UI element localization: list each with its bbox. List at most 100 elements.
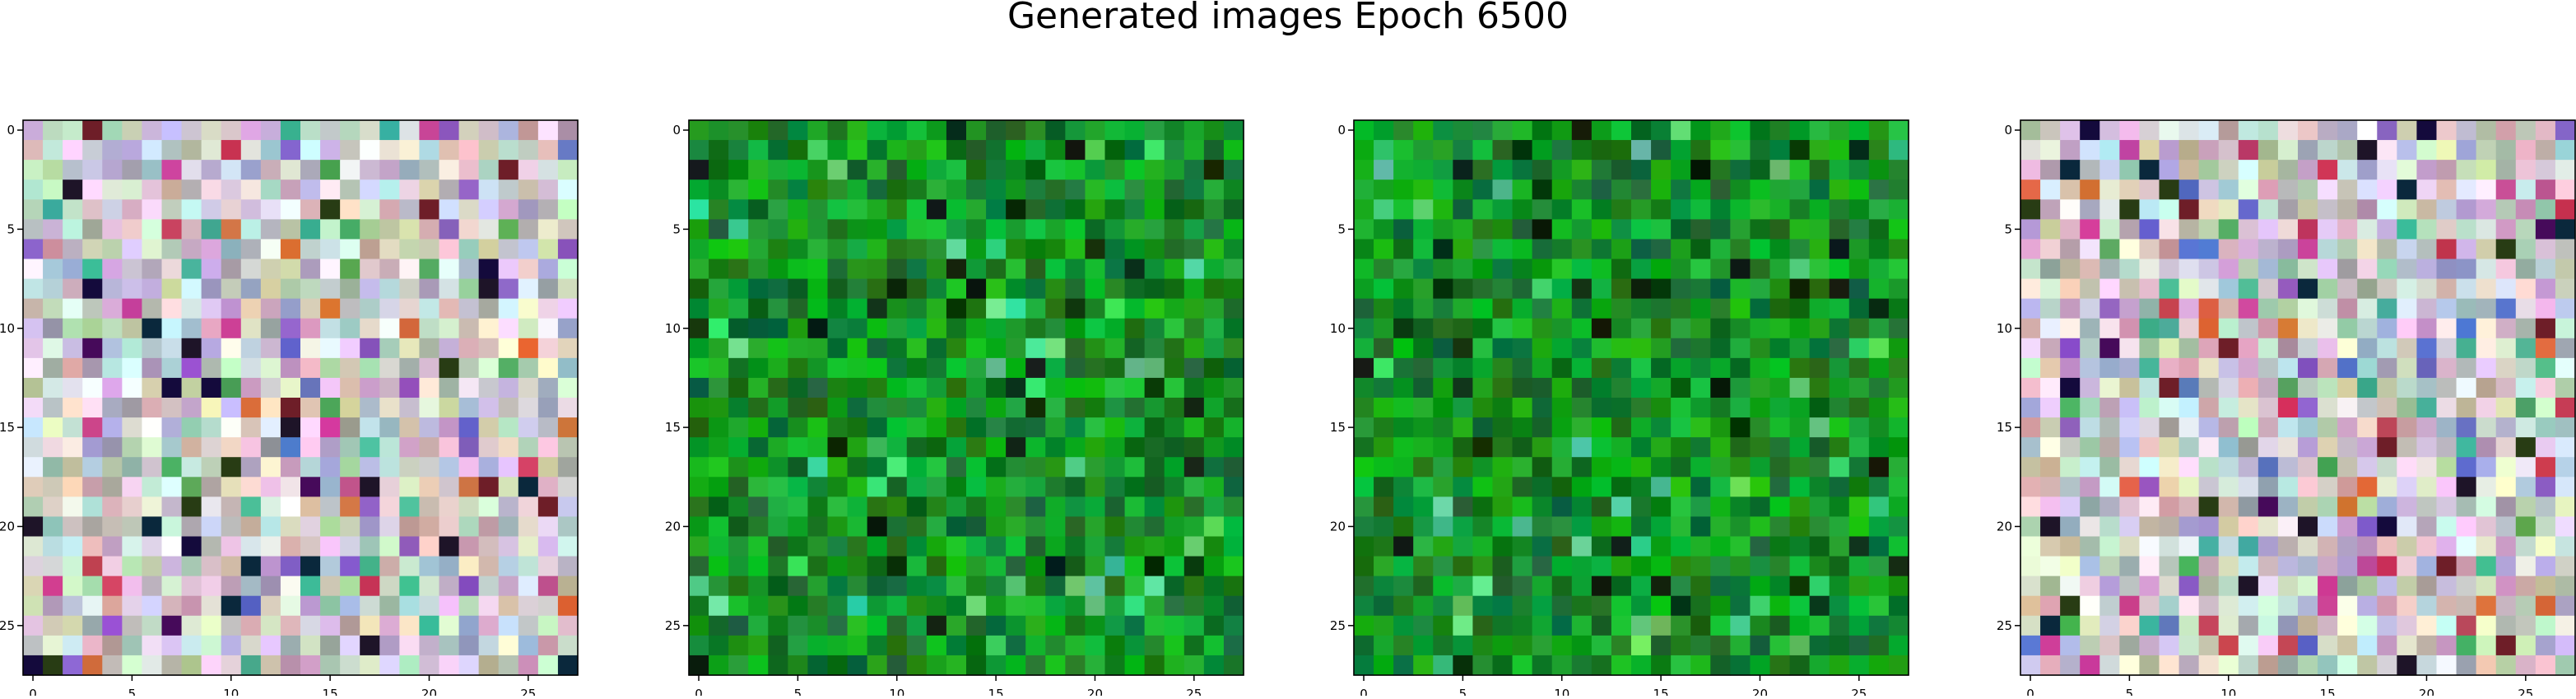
pixel-cell [1868, 298, 1890, 319]
pixel-cell [1868, 595, 1890, 617]
pixel-cell [379, 417, 400, 438]
x-tick-label: 10 [2220, 687, 2236, 696]
pixel-cell [2257, 576, 2279, 597]
pixel-cell [1532, 140, 1553, 161]
pixel-cell [768, 120, 788, 141]
pixel-cell [2178, 179, 2200, 200]
pixel-cell [1750, 160, 1771, 180]
pixel-cell [1848, 496, 1870, 518]
pixel-cell [728, 120, 749, 141]
pixel-cell [2555, 338, 2576, 359]
pixel-cell [2298, 556, 2318, 577]
pixel-cell [557, 496, 579, 518]
pixel-cell [2535, 437, 2556, 458]
pixel-cell [2397, 239, 2418, 260]
pixel-cell [181, 259, 202, 280]
pixel-cell [2080, 635, 2100, 656]
pixel-cell [537, 477, 559, 497]
pixel-cell [221, 120, 242, 141]
pixel-cell [906, 417, 928, 438]
pixel-cell [2040, 338, 2061, 359]
pixel-cell [260, 199, 281, 220]
y-tick-label: 0 [7, 123, 15, 137]
pixel-cell [458, 160, 480, 180]
pixel-cell [1203, 338, 1225, 359]
pixel-cell [1393, 576, 1414, 597]
pixel-cell [161, 338, 183, 359]
pixel-cell [1848, 318, 1870, 339]
pixel-cell [2298, 357, 2318, 379]
pixel-cell [926, 140, 947, 161]
pixel-cell [2495, 516, 2517, 538]
pixel-cell [1065, 140, 1086, 161]
pixel-cell [1164, 120, 1185, 141]
pixel-cell [518, 338, 539, 359]
pixel-cell [221, 398, 242, 418]
pixel-cell [1104, 457, 1126, 478]
pixel-cell [1789, 259, 1811, 280]
pixel-cell [102, 417, 123, 438]
pixel-cell [1848, 398, 1870, 418]
pixel-cell [43, 615, 63, 636]
pixel-cell [1532, 219, 1553, 240]
pixel-cell [1611, 615, 1632, 636]
pixel-cell [181, 496, 202, 518]
pixel-cell [518, 496, 539, 518]
pixel-cell [2337, 417, 2358, 438]
pixel-cell [1393, 259, 1414, 280]
pixel-cell [1374, 338, 1394, 359]
pixel-cell [847, 437, 868, 458]
pixel-cell [320, 120, 341, 141]
pixel-cell [1571, 179, 1593, 200]
pixel-cell [518, 457, 539, 478]
pixel-cell [1591, 338, 1612, 359]
pixel-cell [458, 556, 480, 577]
pixel-cell [1690, 417, 1711, 438]
pixel-cell [2020, 179, 2041, 200]
pixel-cell [1492, 357, 1514, 379]
pixel-cell [1868, 615, 1890, 636]
pixel-cell [142, 437, 163, 458]
pixel-cell [161, 357, 183, 379]
pixel-cell [768, 298, 788, 319]
pixel-cell [458, 437, 480, 458]
pixel-cell [1124, 377, 1146, 398]
pixel-cell [1203, 140, 1225, 161]
pixel-cell [260, 219, 281, 240]
pixel-cell [1472, 635, 1494, 656]
pixel-cell [1671, 377, 1691, 398]
pixel-cell [1433, 417, 1453, 438]
pixel-cell [1888, 377, 1909, 398]
pixel-cell [1730, 516, 1751, 538]
pixel-cell [2020, 556, 2041, 577]
pixel-cell [2178, 338, 2200, 359]
pixel-cell [709, 278, 729, 300]
pixel-cell [439, 398, 460, 418]
pixel-cell [2119, 377, 2141, 398]
pixel-cell [946, 120, 967, 141]
pixel-cell [2476, 595, 2497, 617]
pixel-cell [2456, 417, 2477, 438]
pixel-cell [1025, 338, 1046, 359]
pixel-cell [2020, 239, 2041, 260]
y-tick-label: 5 [2004, 221, 2012, 236]
pixel-cell [827, 437, 849, 458]
pixel-cell [1472, 199, 1494, 220]
pixel-cell [986, 259, 1007, 280]
pixel-cell [1512, 318, 1533, 339]
pixel-cell [1750, 278, 1771, 300]
pixel-cell [1829, 437, 1850, 458]
pixel-cell [926, 278, 947, 300]
pixel-cell [1164, 357, 1185, 379]
pixel-cell [1144, 635, 1165, 656]
pixel-cell [986, 377, 1007, 398]
pixel-cell [1651, 516, 1672, 538]
pixel-cell [768, 417, 788, 438]
pixel-cell [2476, 338, 2497, 359]
pixel-cell [82, 278, 103, 300]
pixel-cell [1065, 457, 1086, 478]
pixel-cell [1710, 298, 1731, 319]
pixel-cell [340, 239, 360, 260]
pixel-cell [1690, 140, 1711, 161]
